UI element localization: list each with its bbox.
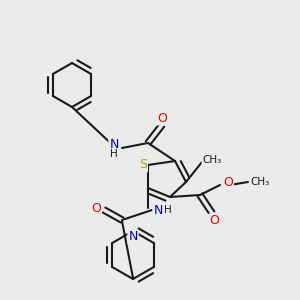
- Text: CH₃: CH₃: [250, 177, 270, 187]
- Text: O: O: [209, 214, 219, 227]
- Text: CH₃: CH₃: [202, 155, 222, 165]
- Text: O: O: [223, 176, 233, 190]
- Text: H: H: [110, 149, 118, 159]
- Text: N: N: [153, 203, 163, 217]
- Text: N: N: [109, 139, 119, 152]
- Text: S: S: [139, 158, 147, 172]
- Text: O: O: [91, 202, 101, 214]
- Text: N: N: [128, 230, 138, 244]
- Text: H: H: [164, 205, 172, 215]
- Text: O: O: [157, 112, 167, 124]
